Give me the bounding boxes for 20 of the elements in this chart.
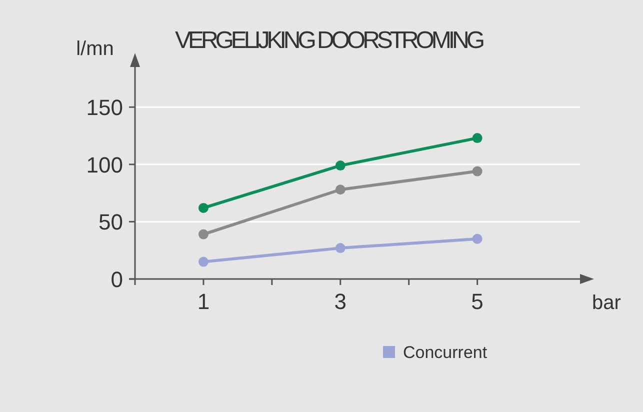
y-tick-label: 100 [86,152,123,178]
point [335,243,346,254]
x-tick-label: 1 [197,289,210,314]
y-axis-title: l/mn [76,38,114,60]
chart-title: VERGELIJKING DOORSTROMING [175,27,485,54]
y-tick-label: 50 [98,210,123,235]
y-tick-label: 0 [110,267,123,292]
point [198,229,208,240]
point [198,256,208,267]
point [472,166,482,176]
point [472,133,482,144]
point [335,160,346,171]
x-axis-title: bar [592,292,622,314]
x-tick-label: 3 [334,289,347,314]
point [335,184,346,195]
x-tick-label: 5 [471,289,484,314]
point [472,234,482,244]
y-tick-label: 150 [86,95,123,120]
legend-label: Concurrent [403,343,488,362]
point [198,202,208,213]
